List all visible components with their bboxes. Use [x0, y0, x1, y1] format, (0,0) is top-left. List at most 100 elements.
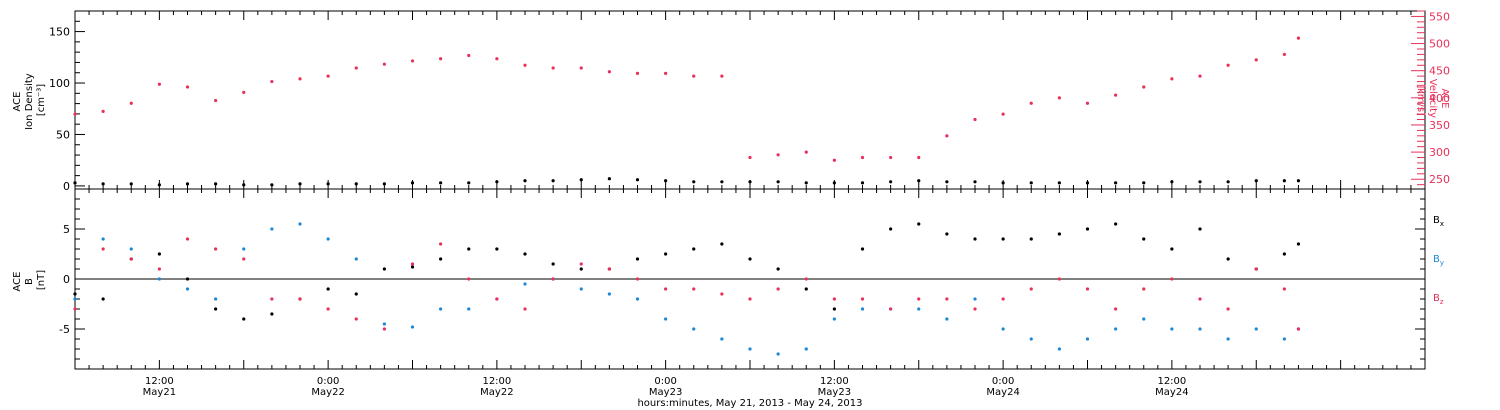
date-tick-label: May24: [986, 387, 1019, 398]
bz-point: [1296, 327, 1301, 331]
density-point: [889, 180, 893, 184]
time-tick-label: 12:00: [1157, 376, 1186, 387]
date-tick-label: May24: [1155, 387, 1188, 398]
b-tick-label: 5: [63, 223, 70, 236]
bz-point: [1226, 307, 1230, 311]
density-point: [129, 182, 133, 186]
velocity-tick-label: 550: [1429, 10, 1450, 23]
velocity-point: [720, 74, 724, 78]
density-point: [804, 181, 808, 185]
velocity-point: [664, 71, 668, 76]
bz-point: [242, 257, 246, 261]
bz-point: [1114, 307, 1118, 311]
legend-bx: Bx: [1433, 215, 1444, 228]
bx-point: [1114, 222, 1118, 226]
bx-point: [1057, 232, 1061, 236]
b-tick-label: 0: [63, 273, 70, 286]
velocity-point: [410, 59, 415, 63]
velocity-tick-label: 500: [1429, 38, 1450, 51]
bz-point: [523, 307, 527, 311]
density-point: [579, 178, 583, 182]
density-point: [664, 179, 668, 183]
by-point: [326, 237, 330, 241]
by-point: [354, 257, 358, 261]
velocity-point: [523, 63, 527, 67]
bx-point: [692, 247, 696, 251]
velocity-point: [157, 82, 161, 86]
bx-point: [185, 277, 190, 281]
velocity-point: [579, 66, 583, 70]
bz-point: [860, 297, 865, 301]
density-point: [467, 181, 471, 185]
density-point: [73, 181, 77, 185]
by-point: [579, 287, 583, 291]
by-point: [1001, 327, 1005, 331]
density-point: [1226, 180, 1230, 184]
by-point: [1198, 327, 1202, 331]
velocity-point: [889, 155, 893, 160]
date-tick-label: May22: [480, 387, 513, 398]
velocity-point: [354, 66, 358, 70]
density-point: [607, 177, 611, 181]
bx-point: [523, 252, 527, 256]
velocity-tick-label: 350: [1429, 119, 1450, 132]
by-point: [523, 282, 527, 286]
velocity-point: [242, 90, 246, 95]
density-tick-label: 100: [49, 77, 70, 90]
b-component-legend: Bx By Bz: [1433, 215, 1444, 306]
bz-point: [776, 287, 780, 291]
velocity-point: [1170, 77, 1174, 81]
bz-point: [326, 307, 330, 311]
legend-bz: Bz: [1433, 293, 1444, 306]
bz-point: [635, 277, 640, 281]
velocity-point: [776, 153, 780, 157]
velocity-tick-label: 400: [1429, 92, 1450, 105]
density-point: [945, 180, 949, 184]
density-point: [242, 183, 246, 187]
density-point: [270, 183, 274, 187]
date-tick-label: May21: [143, 387, 176, 398]
bx-point: [439, 257, 443, 261]
bx-point: [1029, 237, 1033, 241]
bx-point: [579, 267, 583, 271]
by-point: [1029, 337, 1033, 341]
density-point: [326, 182, 330, 186]
velocity-tick-label: 450: [1429, 65, 1450, 78]
bz-point: [664, 287, 668, 291]
velocity-point: [214, 98, 218, 103]
bx-point: [326, 287, 330, 291]
bz-point: [973, 307, 977, 311]
bz-point: [579, 262, 583, 266]
by-point: [973, 297, 977, 301]
bz-point: [1170, 277, 1174, 281]
density-axis-label: ACE Ion Density [cm⁻³]: [12, 70, 47, 130]
bx-point: [1296, 242, 1301, 246]
by-point: [720, 337, 724, 341]
density-point: [185, 182, 190, 186]
bz-point: [1029, 287, 1033, 291]
time-axis-title: hours:minutes, May 21, 2013 - May 24, 20…: [637, 398, 862, 409]
bz-point: [889, 307, 893, 311]
by-point: [1085, 337, 1090, 341]
bx-point: [1282, 252, 1286, 256]
bx-point: [101, 297, 105, 301]
bz-point: [354, 317, 358, 321]
bx-point: [354, 292, 358, 296]
velocity-point: [1114, 93, 1118, 97]
bz-point: [410, 262, 415, 266]
by-point: [1282, 337, 1286, 341]
bx-point: [73, 292, 77, 296]
by-point: [439, 307, 443, 311]
bz-point: [1282, 287, 1286, 291]
velocity-point: [635, 71, 640, 76]
by-point: [382, 322, 386, 326]
density-point: [551, 179, 555, 183]
density-point: [776, 180, 780, 184]
by-point: [242, 247, 246, 251]
density-point: [495, 180, 499, 184]
density-point: [832, 181, 836, 185]
bz-point: [748, 297, 752, 301]
density-point: [860, 181, 865, 185]
bz-point: [129, 257, 133, 261]
